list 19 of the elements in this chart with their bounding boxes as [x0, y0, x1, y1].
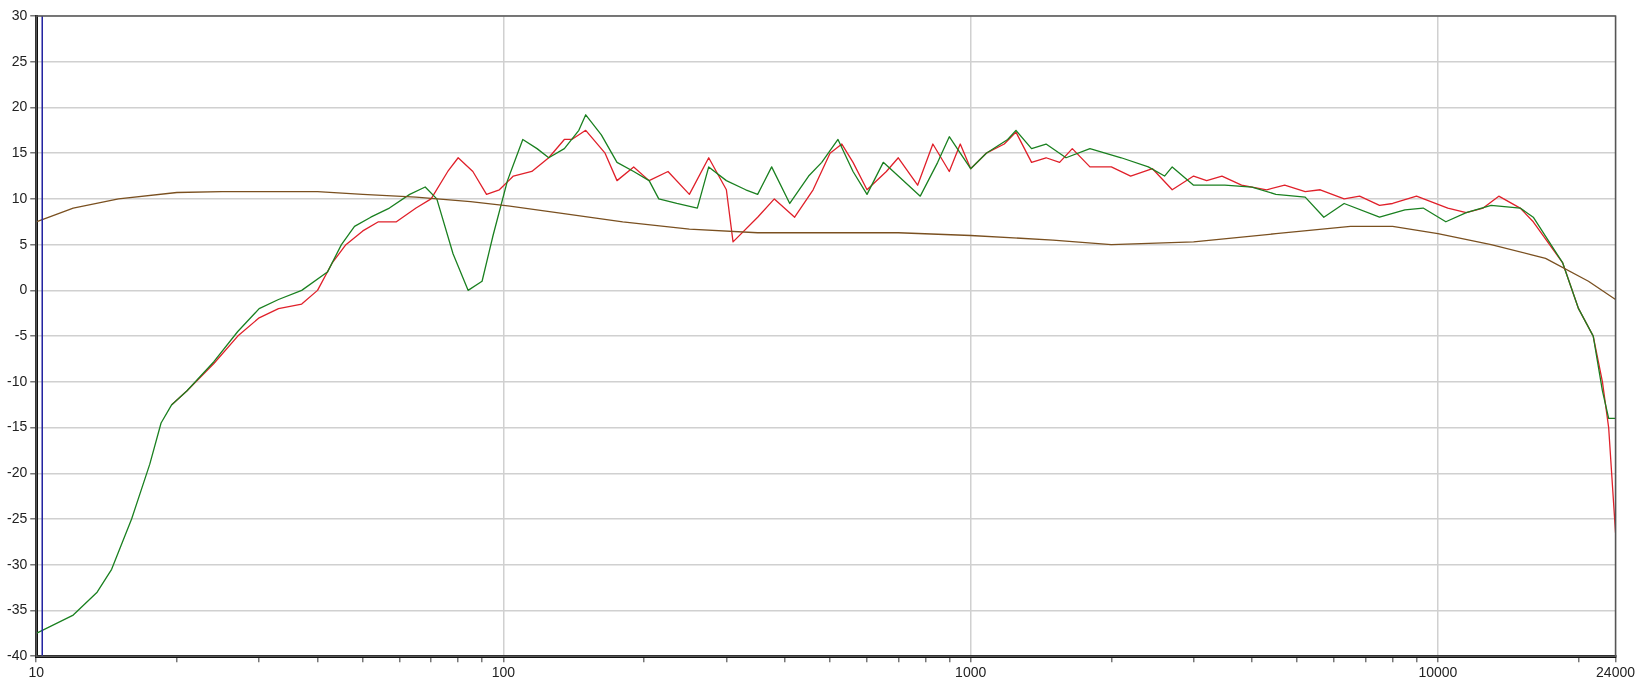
y-tick-label: 5 — [19, 235, 28, 252]
y-tick-label: 15 — [11, 144, 28, 161]
x-tick-label: 100 — [491, 664, 516, 681]
y-tick-label: 20 — [11, 98, 28, 115]
x-tick-label: 24000 — [1596, 664, 1636, 681]
x-tick-label: 10000 — [1418, 664, 1458, 681]
y-tick-label: -35 — [7, 601, 28, 618]
y-tick-label: -20 — [7, 464, 28, 481]
y-tick-label: -30 — [7, 555, 28, 572]
x-tick-label: 1000 — [955, 664, 987, 681]
y-tick-label: 30 — [11, 6, 28, 23]
y-tick-label: 10 — [11, 189, 28, 206]
y-tick-label: -40 — [7, 647, 28, 664]
y-tick-label: -5 — [14, 326, 28, 343]
y-tick-label: 0 — [19, 281, 28, 298]
y-tick-label: 25 — [11, 52, 28, 69]
y-tick-label: -15 — [7, 418, 28, 435]
y-tick-label: -25 — [7, 509, 28, 526]
y-tick-label: -10 — [7, 372, 28, 389]
